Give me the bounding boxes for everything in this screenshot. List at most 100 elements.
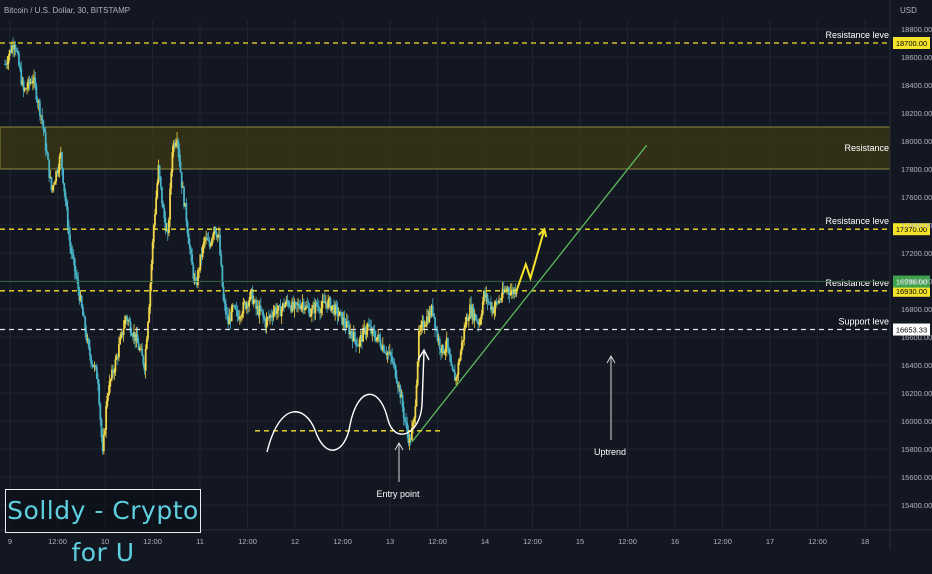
candle-body [476,320,478,322]
price-levels: Resistance level 18700.00 Resistance level… [0,30,930,336]
candle-body [135,334,138,342]
candle-body [227,314,230,325]
y-tick-label: 16600.00 [901,333,932,342]
x-tick-label: 15 [576,537,584,546]
x-tick-label: 12:00 [143,537,162,546]
candle-body [202,241,205,247]
candle-body [237,316,240,320]
candle-body [145,338,148,349]
candle-body [445,337,448,349]
candle-body [433,313,435,318]
candle-body [41,115,44,121]
candle-body [36,99,39,103]
price-tag-box [893,284,930,297]
price-chart[interactable]: Resistance Resistance level18700.00Resis… [0,0,932,550]
candle-body [181,187,184,188]
candle-body [195,282,198,286]
resistance-zone: Resistance [0,126,891,170]
candle-body [270,315,273,317]
candle-body [6,63,9,65]
candle-body [390,352,392,357]
candle-body [123,319,126,329]
candle-body [226,314,228,316]
price-tag-box [893,37,930,49]
resistance-zone-label: Resistance [844,143,889,153]
candle-body [384,352,387,354]
candle-body [372,329,375,332]
x-tick-label: 12:00 [713,537,732,546]
candle-body [283,303,285,308]
candle-body [233,305,235,307]
candle-body [165,229,168,232]
candle-body [267,317,270,318]
x-axis[interactable]: 9 12:00 10 12:00 11 12:00 12 12:00 13 12:00 14 12:0… [0,529,932,546]
currency-label: USD [900,6,917,15]
uptrend-label: Uptrend [594,447,626,457]
candle-body [484,291,487,298]
candle-body [407,431,410,443]
projection-path [515,228,546,292]
candle-body [113,371,116,374]
candle-body [315,302,318,306]
candle-body [197,270,199,286]
candle-body [5,64,8,65]
candle-body [148,306,151,323]
candle-body [477,321,480,325]
candle-body [90,355,92,364]
candle-body [241,313,244,318]
candle-body [348,325,350,335]
candle-body [273,307,276,312]
y-tick-label: 15600.00 [901,473,932,482]
candle-body [459,351,462,361]
candle-body [398,385,400,388]
candle-body [263,316,266,320]
candle-body [78,289,81,301]
y-tick-label: 17000.00 [901,277,932,286]
candle-body [155,197,158,215]
candle-body [88,346,91,356]
candle-body [91,363,94,365]
y-tick-label: 17600.00 [901,193,932,202]
candle-body [50,177,53,191]
candle-body [57,169,60,174]
candle-body [180,172,183,188]
candle-body [320,307,323,313]
candle-body [229,316,232,322]
candle-body [444,348,447,352]
candle-body [185,202,188,222]
candle-body [261,309,263,312]
candle-body [294,302,297,303]
candle-body [401,394,404,408]
x-tick-label: 17 [766,537,774,546]
candle-body [281,303,284,309]
candle-body [422,321,425,327]
candle-body [73,258,76,272]
candle-body [240,317,242,318]
candle-body [128,320,131,322]
candle-body [44,132,47,151]
candle-body [194,277,197,283]
candle-body [285,300,288,305]
candle-body [316,305,319,307]
candle-body [207,240,210,241]
candle-body [34,77,37,86]
y-axis[interactable]: 15400.00 15600.00 15800.00 16000.00 16200.00… [889,0,932,550]
x-tick-label: 9 [8,537,12,546]
candle-body [314,302,317,314]
candle-body [221,265,224,287]
current-price-box [893,275,930,288]
candle-body [38,101,41,116]
candle-body [412,422,414,429]
x-tick-label: 12:00 [618,537,637,546]
candle-body [208,240,211,247]
candle-body [176,140,178,143]
y-tick-label: 15400.00 [901,501,932,510]
candle-body [331,305,334,307]
candle-body [507,287,510,292]
candle-body [115,356,118,360]
level-label: Support level [838,317,891,327]
candle-body [85,331,88,341]
candle-body [423,326,426,327]
y-tick-label: 18000.00 [901,137,932,146]
candle-body [222,286,225,301]
